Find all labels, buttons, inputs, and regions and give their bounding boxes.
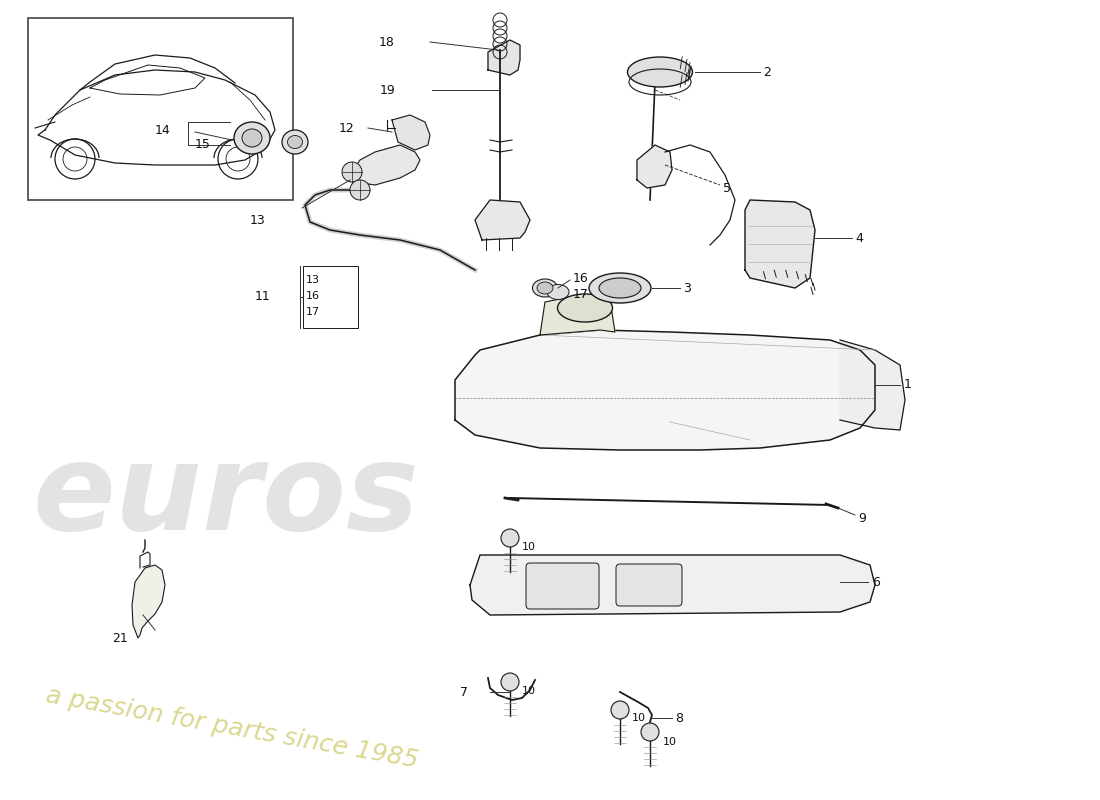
Text: 16: 16 <box>573 271 588 285</box>
Polygon shape <box>637 145 672 188</box>
Polygon shape <box>488 40 520 75</box>
Text: 8: 8 <box>675 711 683 725</box>
Polygon shape <box>540 295 615 335</box>
Text: 12: 12 <box>339 122 354 134</box>
Ellipse shape <box>234 122 270 154</box>
FancyBboxPatch shape <box>28 18 293 200</box>
Text: 18: 18 <box>379 35 395 49</box>
Text: 11: 11 <box>254 290 270 303</box>
FancyBboxPatch shape <box>526 563 600 609</box>
Text: 10: 10 <box>522 686 536 696</box>
Text: a passion for parts since 1985: a passion for parts since 1985 <box>44 683 420 773</box>
Circle shape <box>500 673 519 691</box>
Text: 15: 15 <box>195 138 211 151</box>
Text: 10: 10 <box>522 542 536 552</box>
Text: euros: euros <box>33 438 420 554</box>
Polygon shape <box>352 145 420 185</box>
Text: 21: 21 <box>112 631 128 645</box>
Polygon shape <box>840 340 905 430</box>
Text: 7: 7 <box>460 686 467 698</box>
Polygon shape <box>470 555 874 615</box>
Text: 17: 17 <box>306 307 320 317</box>
Ellipse shape <box>600 278 641 298</box>
Text: 13: 13 <box>250 214 265 226</box>
Ellipse shape <box>287 135 303 149</box>
Text: 4: 4 <box>855 231 862 245</box>
Polygon shape <box>132 565 165 638</box>
Polygon shape <box>475 200 530 240</box>
FancyBboxPatch shape <box>616 564 682 606</box>
Circle shape <box>350 180 370 200</box>
Text: 17: 17 <box>573 289 588 302</box>
Ellipse shape <box>627 57 693 87</box>
Ellipse shape <box>282 130 308 154</box>
Text: 2: 2 <box>763 66 771 78</box>
Circle shape <box>641 723 659 741</box>
Circle shape <box>610 701 629 719</box>
Ellipse shape <box>532 279 558 297</box>
Ellipse shape <box>588 273 651 303</box>
Text: 19: 19 <box>379 83 395 97</box>
Text: 10: 10 <box>632 713 646 723</box>
Text: 16: 16 <box>306 291 320 301</box>
Polygon shape <box>455 330 874 450</box>
Text: 10: 10 <box>663 737 676 747</box>
Ellipse shape <box>558 294 613 322</box>
Ellipse shape <box>242 129 262 147</box>
Circle shape <box>342 162 362 182</box>
Ellipse shape <box>537 282 553 294</box>
Ellipse shape <box>547 285 569 299</box>
Text: 1: 1 <box>904 378 912 391</box>
Text: 3: 3 <box>683 282 691 294</box>
Text: 9: 9 <box>858 511 866 525</box>
Polygon shape <box>745 200 815 288</box>
Text: 6: 6 <box>872 575 880 589</box>
Text: 5: 5 <box>723 182 732 194</box>
Polygon shape <box>392 115 430 150</box>
Circle shape <box>500 529 519 547</box>
Text: 14: 14 <box>154 123 170 137</box>
Text: 13: 13 <box>306 275 320 285</box>
